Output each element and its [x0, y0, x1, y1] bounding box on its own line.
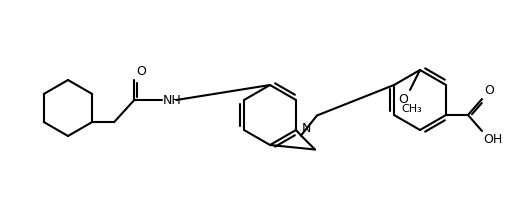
Text: CH₃: CH₃	[401, 104, 422, 114]
Text: N: N	[302, 121, 311, 134]
Text: O: O	[136, 65, 146, 78]
Text: O: O	[484, 84, 494, 97]
Text: NH: NH	[163, 94, 182, 106]
Text: OH: OH	[483, 133, 502, 146]
Text: O: O	[398, 93, 408, 106]
